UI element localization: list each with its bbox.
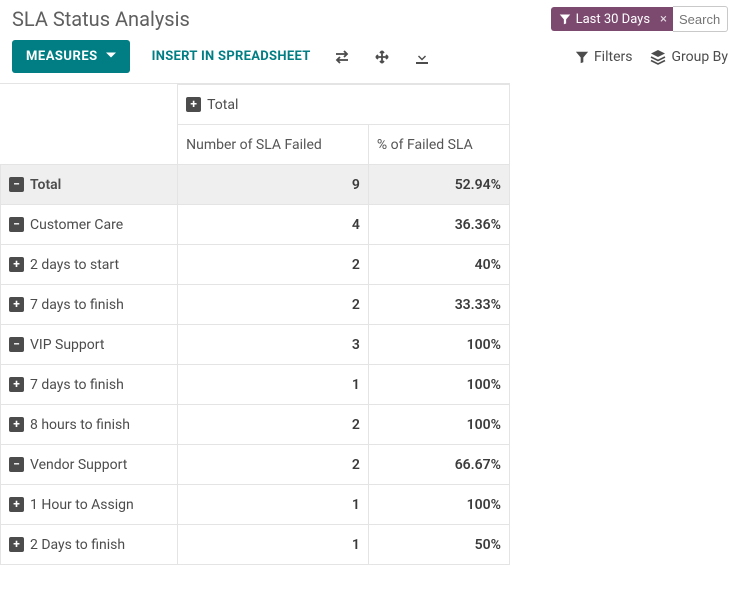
row-header[interactable]: 2 days to start xyxy=(1,245,178,285)
expand-row-icon[interactable] xyxy=(9,257,24,272)
page-title: SLA Status Analysis xyxy=(12,7,190,31)
cell-failed-pct: 50% xyxy=(368,525,509,565)
cell-sla-failed: 1 xyxy=(178,365,369,405)
table-row: Customer Care 4 36.36% xyxy=(1,205,510,245)
cell-failed-pct: 100% xyxy=(368,365,509,405)
group-by-label: Group By xyxy=(671,49,728,65)
filters-button[interactable]: Filters xyxy=(575,49,633,65)
row-header[interactable]: Customer Care xyxy=(1,205,178,245)
search-input[interactable] xyxy=(673,6,728,32)
cell-sla-failed: 1 xyxy=(178,525,369,565)
row-header[interactable]: 1 Hour to Assign xyxy=(1,485,178,525)
cell-failed-pct: 100% xyxy=(368,405,509,445)
pivot-corner xyxy=(1,85,178,125)
row-label-text: 2 days to start xyxy=(30,257,119,273)
row-header[interactable]: 7 days to finish xyxy=(1,285,178,325)
row-label-text: 2 Days to finish xyxy=(30,537,125,553)
collapse-row-icon[interactable] xyxy=(9,217,24,232)
cell-failed-pct: 100% xyxy=(368,485,509,525)
row-label-text: Vendor Support xyxy=(30,457,127,473)
expand-row-icon[interactable] xyxy=(9,537,24,552)
expand-all-icon[interactable] xyxy=(373,48,391,66)
expand-row-icon[interactable] xyxy=(9,377,24,392)
row-label-text: 7 days to finish xyxy=(30,377,124,393)
insert-in-spreadsheet-link[interactable]: INSERT IN SPREADSHEET xyxy=(152,49,311,64)
row-label-text: 1 Hour to Assign xyxy=(30,497,134,513)
active-filter-label: Last 30 Days xyxy=(576,12,650,27)
expand-row-icon[interactable] xyxy=(9,497,24,512)
cell-sla-failed: 2 xyxy=(178,405,369,445)
cell-sla-failed: 1 xyxy=(178,485,369,525)
layers-icon xyxy=(650,49,666,65)
table-row: 2 days to start 2 40% xyxy=(1,245,510,285)
table-row: 7 days to finish 1 100% xyxy=(1,365,510,405)
table-row: Vendor Support 2 66.67% xyxy=(1,445,510,485)
row-header[interactable]: 8 hours to finish xyxy=(1,405,178,445)
collapse-row-icon[interactable] xyxy=(9,337,24,352)
collapse-row-icon[interactable] xyxy=(9,177,24,192)
caret-down-icon xyxy=(106,49,116,64)
row-header[interactable]: VIP Support xyxy=(1,325,178,365)
cell-failed-pct: 100% xyxy=(368,325,509,365)
column-header[interactable]: Number of SLA Failed xyxy=(178,125,369,165)
row-header[interactable]: Vendor Support xyxy=(1,445,178,485)
row-header[interactable]: Total xyxy=(1,165,178,205)
download-icon[interactable] xyxy=(413,48,431,66)
expand-row-icon[interactable] xyxy=(9,297,24,312)
row-label-text: 8 hours to finish xyxy=(30,417,130,433)
row-header[interactable]: 2 Days to finish xyxy=(1,525,178,565)
table-row: 2 Days to finish 1 50% xyxy=(1,525,510,565)
flip-axis-icon[interactable] xyxy=(333,48,351,66)
measures-button[interactable]: MEASURES xyxy=(12,40,130,73)
cell-sla-failed: 4 xyxy=(178,205,369,245)
table-row: 8 hours to finish 2 100% xyxy=(1,405,510,445)
column-total-label: Total xyxy=(207,97,238,113)
cell-sla-failed: 9 xyxy=(178,165,369,205)
column-header[interactable]: % of Failed SLA xyxy=(368,125,509,165)
expand-column-icon[interactable] xyxy=(186,97,201,112)
row-label-text: VIP Support xyxy=(30,337,104,353)
table-row: VIP Support 3 100% xyxy=(1,325,510,365)
expand-row-icon[interactable] xyxy=(9,417,24,432)
cell-sla-failed: 3 xyxy=(178,325,369,365)
table-row: 1 Hour to Assign 1 100% xyxy=(1,485,510,525)
cell-failed-pct: 52.94% xyxy=(368,165,509,205)
row-label-text: Total xyxy=(30,177,61,193)
row-header[interactable]: 7 days to finish xyxy=(1,365,178,405)
pivot-corner xyxy=(1,125,178,165)
filters-label: Filters xyxy=(594,49,633,65)
cell-sla-failed: 2 xyxy=(178,245,369,285)
row-label-text: Customer Care xyxy=(30,217,123,233)
pivot-table: Total Number of SLA Failed % of Failed S… xyxy=(0,83,510,565)
cell-sla-failed: 2 xyxy=(178,285,369,325)
cell-sla-failed: 2 xyxy=(178,445,369,485)
table-row: Total 9 52.94% xyxy=(1,165,510,205)
measures-label: MEASURES xyxy=(26,49,98,64)
funnel-icon xyxy=(575,50,589,64)
active-filter-chip[interactable]: Last 30 Days × xyxy=(551,7,673,31)
cell-failed-pct: 33.33% xyxy=(368,285,509,325)
remove-filter-icon[interactable]: × xyxy=(656,12,671,27)
collapse-row-icon[interactable] xyxy=(9,457,24,472)
row-label-text: 7 days to finish xyxy=(30,297,124,313)
column-total-header[interactable]: Total xyxy=(178,85,510,125)
filter-icon xyxy=(558,12,572,26)
cell-failed-pct: 36.36% xyxy=(368,205,509,245)
cell-failed-pct: 66.67% xyxy=(368,445,509,485)
table-row: 7 days to finish 2 33.33% xyxy=(1,285,510,325)
cell-failed-pct: 40% xyxy=(368,245,509,285)
group-by-button[interactable]: Group By xyxy=(650,49,728,65)
